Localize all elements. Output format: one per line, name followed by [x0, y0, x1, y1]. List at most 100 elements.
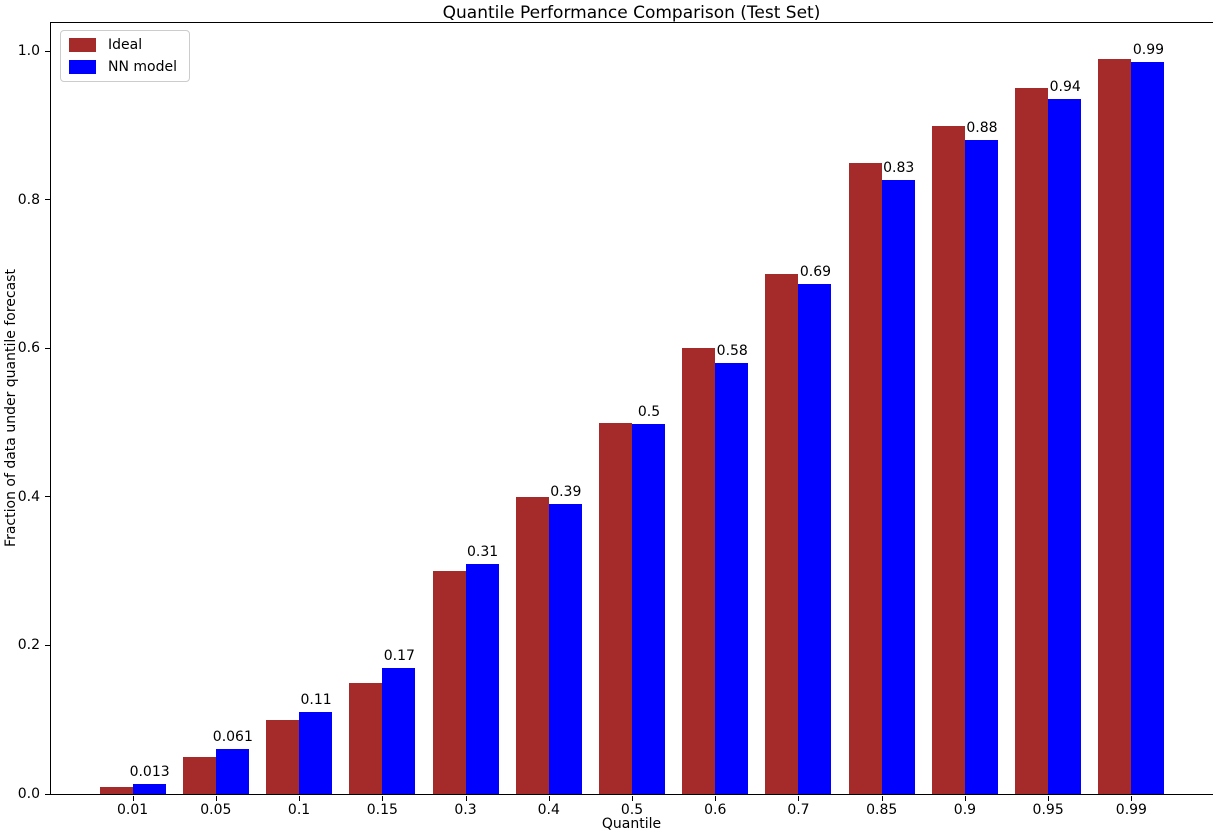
y-tick-mark-0.8 [45, 199, 50, 201]
bar-group-0.15: 0.17 [341, 23, 424, 794]
bar-ideal-0.6 [682, 348, 716, 794]
bar-group-0.3: 0.31 [424, 23, 507, 794]
x-tick-label-0.05: 0.05 [200, 802, 232, 818]
x-axis-label: Quantile [601, 816, 662, 832]
y-tick-mark-0.6 [45, 347, 50, 349]
legend-swatch-ideal [69, 38, 96, 52]
bar-value-label-0.85: 0.83 [883, 160, 915, 176]
bar-nn-model-0.01 [132, 784, 166, 794]
bar-ideal-0.95 [1015, 88, 1049, 794]
bar-group-0.4: 0.39 [507, 23, 590, 794]
bar-ideal-0.05 [182, 757, 216, 794]
bar-ideal-0.15 [349, 683, 383, 794]
bar-group-0.6: 0.58 [674, 23, 757, 794]
x-tick-label-0.01: 0.01 [117, 802, 149, 818]
y-tick-label-1.0: 1.0 [17, 43, 40, 60]
x-tick-label-0.95: 0.95 [1032, 802, 1064, 818]
bar-ideal-0.3 [432, 571, 466, 794]
bar-nn-model-0.9 [964, 140, 998, 794]
bar-nn-model-0.99 [1131, 62, 1165, 794]
y-tick-mark-0.4 [45, 496, 50, 498]
x-tick-mark-0.95 [1048, 796, 1050, 801]
y-tick-mark-0.0 [45, 793, 50, 795]
bar-group-0.5: 0.5 [590, 23, 673, 794]
x-tick-label-0.7: 0.7 [787, 802, 810, 818]
legend-item-ideal: Ideal [69, 37, 177, 53]
bar-value-label-0.01: 0.013 [129, 764, 170, 780]
bar-value-label-0.1: 0.11 [300, 692, 332, 708]
bar-value-label-0.99: 0.99 [1132, 42, 1165, 58]
bar-value-label-0.3: 0.31 [466, 544, 499, 560]
bar-value-label-0.9: 0.88 [966, 120, 998, 136]
bar-nn-model-0.3 [465, 564, 499, 794]
bar-nn-model-0.4 [548, 504, 582, 794]
bar-group-0.1: 0.11 [257, 23, 340, 794]
x-tick-mark-0.99 [1131, 796, 1133, 801]
bar-ideal-0.4 [515, 497, 549, 794]
bar-nn-model-0.85 [881, 180, 915, 794]
x-tick-mark-0.85 [881, 796, 883, 801]
x-tick-mark-0.7 [798, 796, 800, 801]
bar-group-0.9: 0.88 [923, 23, 1006, 794]
legend-label-ideal: Ideal [108, 37, 143, 53]
bar-ideal-0.1 [266, 720, 300, 794]
bar-ideal-0.85 [848, 163, 882, 794]
y-tick-label-0.8: 0.8 [17, 191, 40, 208]
x-tick-mark-0.5 [632, 796, 633, 801]
y-tick-label-0.0: 0.0 [17, 786, 40, 802]
bars-container: 0.013 0.061 0.11 0.17 0.31 0.39 0.5 0.58 0.69 0.8… [91, 23, 1173, 794]
bar-ideal-0.7 [765, 274, 799, 794]
x-tick-label-0.6: 0.6 [704, 802, 727, 818]
bar-group-0.99: 0.99 [1090, 23, 1173, 794]
bar-nn-model-0.95 [1048, 99, 1082, 794]
x-tick-mark-0.05 [215, 796, 217, 801]
bar-nn-model-0.15 [382, 668, 416, 794]
legend-label-nn-model: NN model [108, 59, 177, 75]
bar-nn-model-0.7 [798, 284, 832, 794]
y-tick-mark-0.2 [45, 644, 50, 646]
x-tick-label-0.85: 0.85 [866, 802, 898, 818]
bar-nn-model-0.05 [215, 749, 249, 794]
bar-nn-model-0.5 [632, 424, 666, 794]
x-tick-mark-0.4 [548, 796, 550, 801]
x-tick-mark-0.3 [465, 796, 467, 801]
bar-value-label-0.05: 0.061 [212, 729, 253, 745]
bar-group-0.01: 0.013 [91, 23, 174, 794]
bar-group-0.7: 0.69 [757, 23, 840, 794]
bar-ideal-0.01 [99, 787, 133, 794]
x-tick-label-0.3: 0.3 [454, 802, 477, 818]
x-tick-label-0.5: 0.5 [620, 802, 644, 818]
x-tick-mark-0.1 [299, 796, 301, 801]
bar-group-0.95: 0.94 [1007, 23, 1090, 794]
legend: Ideal NN model [60, 30, 190, 82]
x-tick-label-0.4: 0.4 [537, 802, 560, 818]
x-tick-label-0.99: 0.99 [1115, 802, 1147, 818]
y-tick-mark-1.0 [45, 50, 50, 52]
bar-nn-model-0.1 [299, 712, 333, 794]
bar-value-label-0.95: 0.94 [1049, 79, 1081, 95]
legend-swatch-nn-model [69, 60, 96, 74]
x-tick-mark-0.9 [964, 796, 966, 801]
x-tick-mark-0.01 [132, 796, 134, 801]
chart-title: Quantile Performance Comparison (Test Se… [442, 3, 821, 23]
bar-group-0.05: 0.061 [174, 23, 257, 794]
bar-group-0.85: 0.83 [840, 23, 923, 794]
bar-nn-model-0.6 [715, 363, 749, 794]
plot-area: Ideal NN model 0.013 0.061 0.11 0.17 0.31 0.3… [18, 22, 1213, 818]
bar-ideal-0.9 [931, 126, 965, 794]
bar-value-label-0.6: 0.58 [716, 343, 748, 359]
y-tick-label-0.6: 0.6 [17, 340, 40, 357]
x-tick-label-0.1: 0.1 [287, 802, 311, 818]
x-tick-label-0.15: 0.15 [366, 802, 398, 818]
y-tick-label-0.2: 0.2 [17, 637, 40, 654]
x-tick-mark-0.15 [382, 796, 384, 801]
y-axis-label: Fraction of data under quantile forecast [3, 269, 19, 547]
x-tick-mark-0.6 [715, 796, 717, 801]
bar-ideal-0.5 [599, 423, 633, 794]
bar-value-label-0.15: 0.17 [383, 648, 415, 664]
x-tick-label-0.9: 0.9 [953, 802, 977, 818]
bar-ideal-0.99 [1098, 59, 1132, 794]
bar-value-label-0.5: 0.5 [637, 404, 661, 420]
